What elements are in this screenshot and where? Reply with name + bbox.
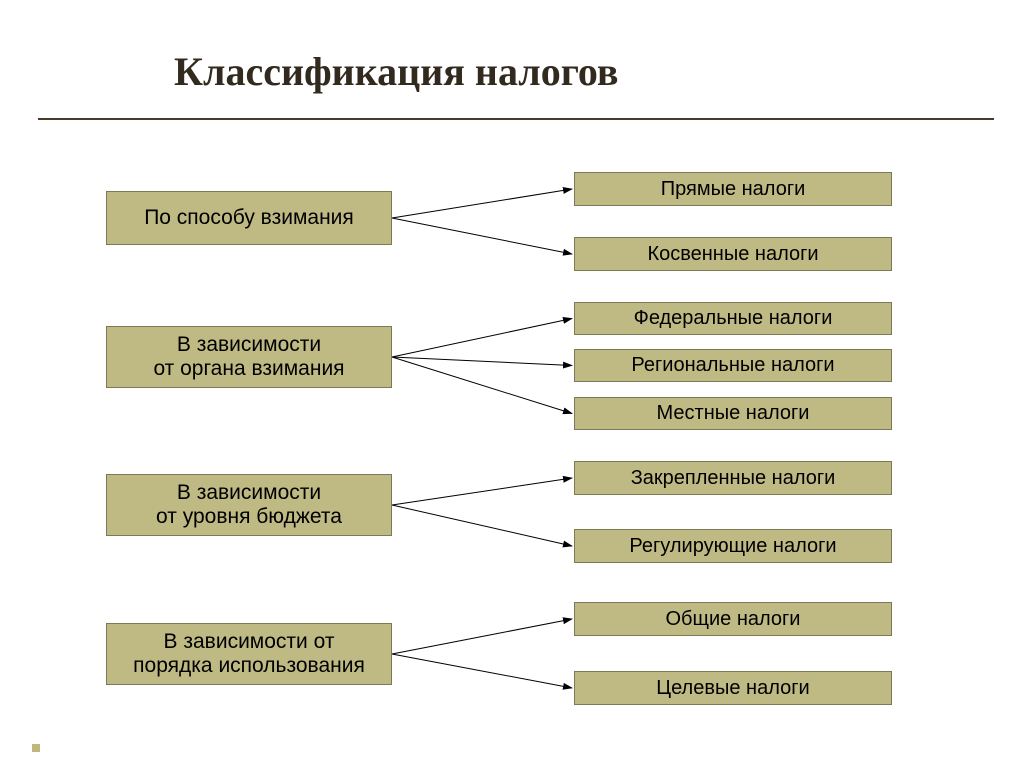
item-box-g2-0-label: Федеральные налоги	[634, 307, 833, 330]
category-box-g1-label: По способу взимания	[144, 206, 354, 230]
arrow-g1-1	[392, 218, 572, 254]
category-box-g4: В зависимости от порядка использования	[106, 623, 392, 685]
category-box-g3-label: В зависимости от уровня бюджета	[156, 481, 342, 529]
item-box-g1-0-label: Прямые налоги	[661, 178, 806, 201]
item-box-g2-2-label: Местные налоги	[657, 402, 810, 425]
page-title: Классификация налогов	[174, 48, 619, 95]
category-box-g4-label: В зависимости от порядка использования	[133, 630, 365, 678]
arrow-g2-2	[392, 357, 572, 414]
item-box-g2-1: Региональные налоги	[574, 349, 892, 382]
title-underline	[38, 118, 994, 120]
arrow-g4-1	[392, 654, 572, 688]
item-box-g3-0: Закрепленные налоги	[574, 461, 892, 495]
slide-stage: Классификация налогов По способу взимания…	[0, 0, 1024, 768]
item-box-g3-1: Регулирующие налоги	[574, 529, 892, 563]
arrow-g2-0	[392, 319, 572, 358]
item-box-g4-0: Общие налоги	[574, 602, 892, 636]
arrow-g1-0	[392, 189, 572, 218]
item-box-g4-1: Целевые налоги	[574, 671, 892, 705]
category-box-g2-label: В зависимости от органа взимания	[153, 333, 344, 381]
slide-corner-dot	[32, 744, 40, 752]
arrow-g3-0	[392, 478, 572, 505]
item-box-g1-1: Косвенные налоги	[574, 237, 892, 271]
arrow-g2-1	[392, 357, 572, 366]
item-box-g2-1-label: Региональные налоги	[631, 354, 834, 377]
item-box-g2-0: Федеральные налоги	[574, 302, 892, 335]
item-box-g4-1-label: Целевые налоги	[656, 677, 809, 700]
item-box-g3-1-label: Регулирующие налоги	[629, 535, 836, 558]
arrow-g3-1	[392, 505, 572, 546]
arrow-g4-0	[392, 619, 572, 654]
item-box-g3-0-label: Закрепленные налоги	[631, 467, 836, 490]
category-box-g3: В зависимости от уровня бюджета	[106, 474, 392, 536]
item-box-g4-0-label: Общие налоги	[666, 608, 801, 631]
item-box-g1-1-label: Косвенные налоги	[647, 243, 818, 266]
category-box-g2: В зависимости от органа взимания	[106, 326, 392, 388]
category-box-g1: По способу взимания	[106, 191, 392, 245]
item-box-g2-2: Местные налоги	[574, 397, 892, 430]
item-box-g1-0: Прямые налоги	[574, 172, 892, 206]
